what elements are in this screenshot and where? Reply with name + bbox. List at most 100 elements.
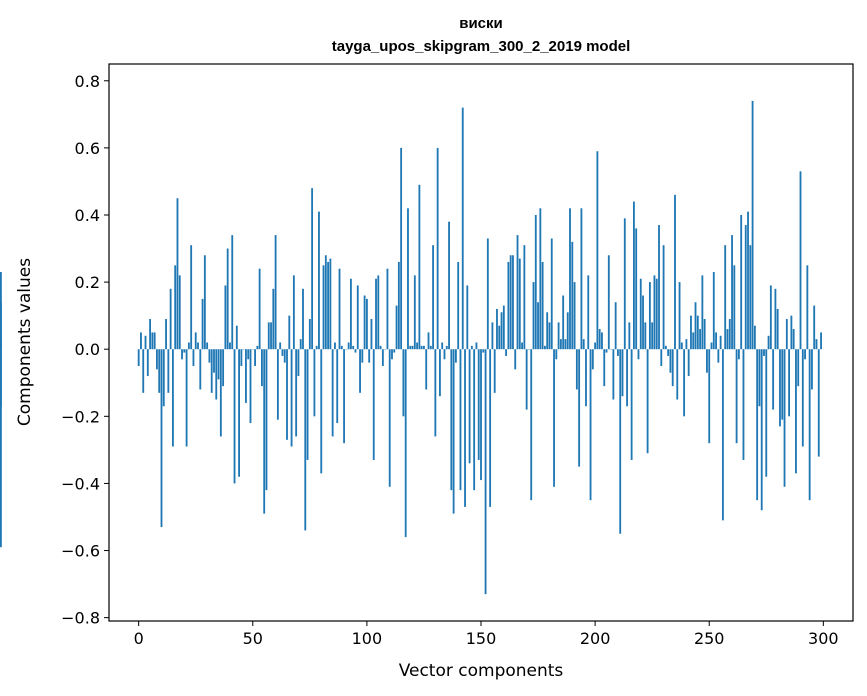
bar bbox=[767, 335, 770, 350]
bar bbox=[171, 349, 174, 447]
bar bbox=[137, 349, 140, 366]
bar bbox=[669, 349, 672, 373]
x-axis-label: Vector components bbox=[399, 661, 564, 681]
bar bbox=[571, 241, 574, 350]
bar bbox=[774, 288, 777, 350]
bar bbox=[797, 349, 800, 387]
bar bbox=[635, 228, 638, 350]
bar bbox=[318, 211, 320, 350]
bar bbox=[644, 322, 647, 350]
bar bbox=[413, 275, 416, 350]
bar bbox=[352, 345, 355, 350]
bar bbox=[785, 319, 788, 350]
bar-series bbox=[0, 100, 822, 595]
bar bbox=[274, 235, 277, 350]
bar bbox=[199, 349, 202, 390]
bar bbox=[445, 345, 448, 350]
bar bbox=[432, 245, 434, 350]
bar bbox=[516, 235, 519, 350]
bar bbox=[290, 349, 293, 447]
bar bbox=[687, 349, 690, 377]
bar bbox=[628, 322, 631, 350]
bar bbox=[534, 214, 537, 350]
y-tick-label: −0.2 bbox=[61, 407, 100, 426]
bar bbox=[612, 349, 615, 400]
bar bbox=[509, 255, 512, 350]
bar bbox=[712, 272, 715, 350]
bar bbox=[311, 188, 314, 350]
bar bbox=[192, 349, 195, 366]
bar bbox=[683, 349, 686, 417]
bar bbox=[306, 349, 309, 460]
bar bbox=[548, 322, 551, 350]
bar bbox=[146, 349, 149, 377]
bar bbox=[165, 319, 167, 350]
bar bbox=[156, 349, 158, 370]
bar bbox=[160, 349, 163, 528]
bar bbox=[710, 342, 713, 350]
bar bbox=[642, 295, 644, 350]
bar bbox=[751, 100, 754, 350]
bar bbox=[368, 349, 371, 363]
bar bbox=[418, 184, 421, 350]
bar bbox=[496, 308, 498, 350]
bar bbox=[582, 339, 585, 350]
bar bbox=[804, 349, 806, 360]
bar bbox=[295, 349, 298, 437]
bar bbox=[292, 275, 295, 350]
bar bbox=[258, 268, 261, 350]
bar bbox=[457, 261, 460, 350]
bar bbox=[158, 349, 161, 393]
bar bbox=[343, 349, 345, 444]
bar bbox=[336, 349, 339, 424]
bar bbox=[806, 265, 809, 350]
bar bbox=[685, 339, 688, 350]
bar bbox=[174, 265, 177, 350]
bar bbox=[680, 342, 683, 350]
bar bbox=[475, 342, 478, 350]
bar bbox=[183, 349, 186, 353]
bar bbox=[546, 312, 549, 350]
bar bbox=[543, 345, 546, 350]
bar bbox=[674, 194, 676, 350]
chart-subtitle: tayga_upos_skipgram_300_2_2019 model bbox=[332, 38, 631, 55]
bar bbox=[263, 349, 266, 514]
bar bbox=[363, 295, 366, 350]
bar bbox=[541, 261, 544, 350]
bar bbox=[272, 288, 275, 350]
bar bbox=[169, 288, 172, 350]
bar bbox=[379, 345, 382, 350]
bar bbox=[747, 211, 749, 350]
y-tick-label: 0.0 bbox=[75, 340, 100, 359]
bar bbox=[391, 349, 393, 360]
bar bbox=[338, 268, 341, 350]
bar bbox=[190, 245, 193, 350]
bar bbox=[719, 335, 722, 350]
x-tick-label: 50 bbox=[243, 629, 263, 648]
bar bbox=[667, 349, 670, 356]
bar bbox=[299, 339, 302, 350]
bar bbox=[706, 349, 708, 373]
bar bbox=[194, 332, 197, 350]
bar bbox=[562, 295, 565, 350]
bar bbox=[140, 332, 142, 350]
bar bbox=[523, 245, 526, 350]
bar bbox=[354, 349, 357, 353]
bar bbox=[226, 248, 229, 350]
bar bbox=[361, 349, 364, 363]
bar bbox=[436, 147, 439, 350]
bar bbox=[302, 288, 304, 350]
bar bbox=[201, 298, 204, 350]
bar bbox=[327, 261, 330, 350]
bar bbox=[400, 147, 403, 350]
bar bbox=[386, 268, 389, 350]
bar bbox=[587, 275, 590, 350]
bar bbox=[808, 349, 811, 501]
bar bbox=[772, 349, 775, 410]
bar bbox=[678, 282, 681, 350]
bar bbox=[443, 349, 446, 360]
bar bbox=[817, 349, 820, 457]
bar bbox=[256, 345, 259, 350]
bar bbox=[676, 349, 679, 400]
bar bbox=[596, 151, 599, 350]
